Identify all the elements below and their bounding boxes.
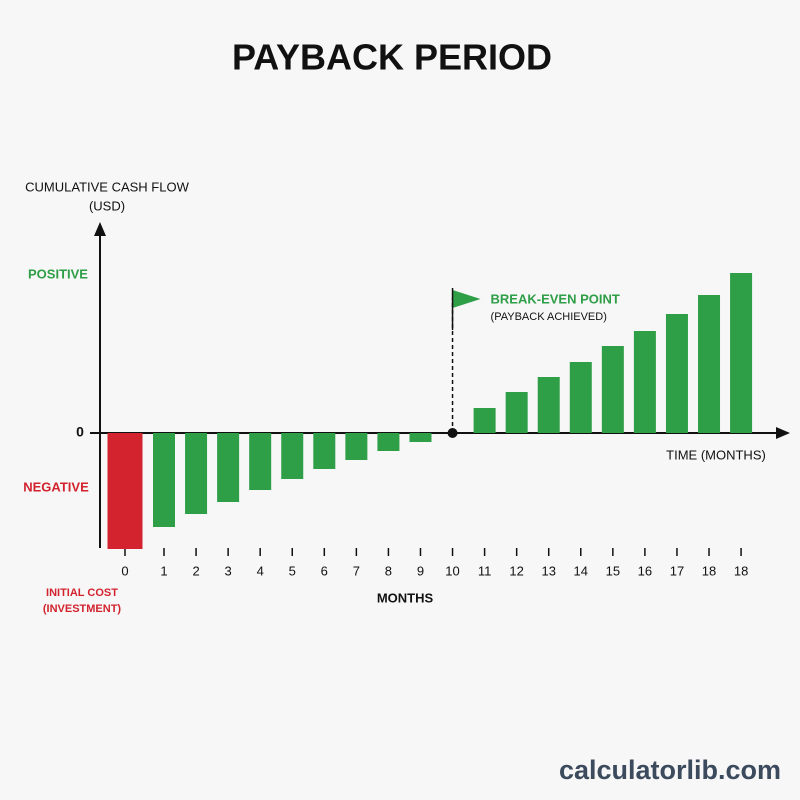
bar xyxy=(698,295,721,433)
bar xyxy=(313,433,336,469)
break-even-title: BREAK-EVEN POINT xyxy=(491,291,620,306)
x-tick-label: 6 xyxy=(321,563,328,578)
break-even-subtitle: (PAYBACK ACHIEVED) xyxy=(491,311,607,323)
x-tick-label: 17 xyxy=(670,563,684,578)
bar xyxy=(569,362,592,433)
x-tick-label: 18 xyxy=(734,563,748,578)
break-even-point xyxy=(447,428,458,438)
bar xyxy=(633,331,656,433)
bar xyxy=(505,392,528,433)
bar xyxy=(409,433,432,442)
y-axis-label: (USD) xyxy=(89,198,125,213)
bar xyxy=(537,377,560,433)
x-tick-label: 0 xyxy=(121,563,128,578)
bar xyxy=(665,314,688,433)
bar xyxy=(153,433,175,527)
x-tick-label: 4 xyxy=(257,563,264,578)
x-tick-label: 1 xyxy=(160,563,167,578)
x-tick-label: 5 xyxy=(289,563,296,578)
bar xyxy=(185,433,208,514)
x-tick-label: 15 xyxy=(606,563,620,578)
initial-cost-label: INITIAL COST xyxy=(46,587,118,599)
x-tick-label: 9 xyxy=(417,563,424,578)
x-tick-label: 14 xyxy=(574,563,588,578)
bar xyxy=(473,408,496,433)
bar xyxy=(217,433,240,502)
x-arrow xyxy=(776,427,790,439)
bar xyxy=(601,346,624,433)
x-title: MONTHS xyxy=(377,590,434,605)
x-tick-label: 16 xyxy=(638,563,652,578)
initial-cost-label: (INVESTMENT) xyxy=(43,603,122,615)
watermark: calculatorlib.com xyxy=(559,755,781,785)
y-arrow xyxy=(94,222,106,236)
x-tick-label: 3 xyxy=(225,563,232,578)
bar xyxy=(107,433,143,549)
bar xyxy=(730,273,753,433)
x-axis-label: TIME (MONTHS) xyxy=(666,447,766,462)
flag xyxy=(452,290,481,308)
x-tick-label: 12 xyxy=(509,563,523,578)
x-tick-label: 7 xyxy=(353,563,360,578)
x-tick-label: 2 xyxy=(192,563,199,578)
y-tick-label: 0 xyxy=(76,424,84,440)
bar xyxy=(345,433,368,460)
bar xyxy=(249,433,272,490)
bar xyxy=(281,433,304,479)
negative-label: NEGATIVE xyxy=(23,479,89,494)
x-tick-label: 18 xyxy=(702,563,716,578)
chart-title: PAYBACK PERIOD xyxy=(232,37,552,78)
x-tick-label: 8 xyxy=(385,563,392,578)
x-tick-label: 11 xyxy=(478,563,492,578)
bar xyxy=(377,433,400,451)
y-axis-label: CUMULATIVE CASH FLOW xyxy=(25,179,189,194)
x-tick-label: 13 xyxy=(541,563,555,578)
positive-label: POSITIVE xyxy=(28,266,88,281)
x-tick-label: 10 xyxy=(445,563,459,578)
